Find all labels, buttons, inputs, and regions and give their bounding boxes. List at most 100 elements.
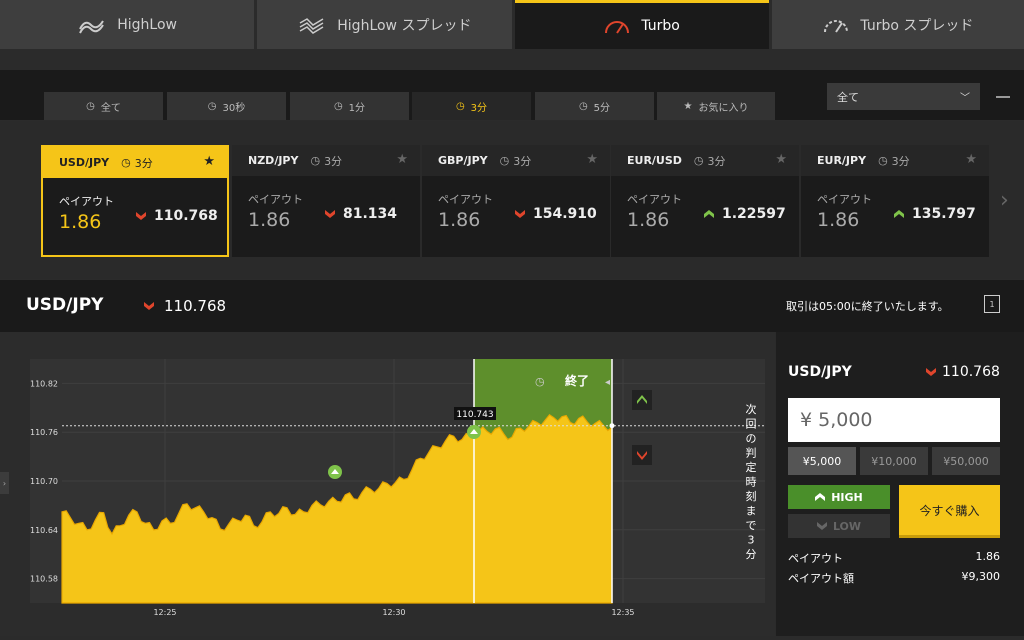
payout-value: 1.86 bbox=[438, 209, 481, 231]
entry-pin-icon bbox=[328, 465, 342, 479]
price-chart: › 110.82 110.76 110.70 110.64 110.58 12:25 12… bbox=[0, 332, 775, 636]
rate-value: 1.22597 bbox=[722, 206, 786, 222]
payout-label: ペイアウト bbox=[627, 193, 682, 206]
symbol-title: USD/JPY bbox=[26, 295, 104, 315]
tab-5m[interactable]: ◷ 5分 bbox=[535, 92, 654, 120]
filter-value: 全て bbox=[837, 90, 859, 104]
amount-5000-button[interactable]: ¥5,000 bbox=[788, 447, 856, 475]
favorite-star-icon[interactable]: ★ bbox=[775, 152, 787, 167]
one-click-icon[interactable]: 1 bbox=[984, 295, 1000, 313]
expand-handle-icon[interactable]: › bbox=[0, 472, 9, 494]
x-tick-label: 12:25 bbox=[153, 608, 176, 617]
payout-value: 1.86 bbox=[59, 211, 102, 233]
favorite-star-icon[interactable]: ★ bbox=[586, 152, 598, 167]
clock-icon: ◷ bbox=[207, 100, 217, 112]
favorite-star-icon[interactable]: ★ bbox=[965, 152, 977, 167]
payout-label: ペイアウト bbox=[248, 193, 303, 206]
tab-highlow-spread[interactable]: HighLow スプレッド bbox=[257, 0, 512, 49]
sub-tab-label: 3分 bbox=[470, 102, 488, 114]
card-symbol: EUR/JPY bbox=[817, 154, 867, 167]
tab-highlow[interactable]: HighLow bbox=[0, 0, 255, 49]
end-label: 終了 bbox=[565, 373, 589, 388]
down-arrow-icon bbox=[136, 212, 146, 220]
tab-label: Turbo bbox=[641, 18, 680, 34]
low-button[interactable]: LOW bbox=[788, 514, 890, 538]
down-arrow-icon bbox=[515, 210, 525, 218]
buy-now-button[interactable]: 今すぐ購入 bbox=[899, 485, 1000, 538]
y-tick-label: 110.58 bbox=[30, 575, 58, 584]
payout-amount-row: ペイアウト額 ¥9,300 bbox=[788, 570, 1000, 586]
up-arrow-icon bbox=[894, 210, 904, 218]
asset-card-gbpjpy[interactable]: GBP/JPY ◷ 3分 ★ ペイアウト 1.86 154.910 bbox=[422, 145, 610, 257]
chevron-left-icon: ◂ bbox=[605, 377, 610, 388]
vertical-char: ま bbox=[746, 505, 757, 518]
card-rate: 135.797 bbox=[894, 206, 976, 222]
tab-turbo-spread[interactable]: Turbo スプレッド bbox=[771, 0, 1024, 49]
amount-10000-button[interactable]: ¥10,000 bbox=[860, 447, 928, 475]
y-tick-label: 110.64 bbox=[30, 526, 58, 535]
vertical-char: 分 bbox=[746, 548, 757, 561]
rate-value: 154.910 bbox=[533, 206, 597, 222]
rate-value: 110.768 bbox=[164, 297, 227, 315]
duration-text: 3分 bbox=[707, 154, 726, 168]
asset-card-nzdjpy[interactable]: NZD/JPY ◷ 3分 ★ ペイアウト 1.86 81.134 bbox=[232, 145, 420, 257]
high-button[interactable]: HIGH bbox=[788, 485, 890, 509]
favorite-star-icon[interactable]: ★ bbox=[396, 152, 408, 167]
favorite-star-icon[interactable]: ★ bbox=[203, 154, 215, 169]
duration-text: 3分 bbox=[513, 154, 532, 168]
tab-30s[interactable]: ◷ 30秒 bbox=[167, 92, 286, 120]
highlow-spread-icon bbox=[299, 17, 324, 34]
clock-icon: ◷ bbox=[86, 100, 95, 112]
current-price-dot bbox=[609, 423, 615, 429]
down-arrow-icon bbox=[325, 210, 335, 218]
payout-label: ペイアウト bbox=[59, 195, 114, 208]
amount-input[interactable]: ¥ 5,000 bbox=[788, 398, 1000, 442]
sub-tab-label: 30秒 bbox=[222, 102, 246, 114]
sub-tab-label: 5分 bbox=[593, 102, 611, 114]
asset-card-usdjpy[interactable]: USD/JPY ◷ 3分 ★ ペイアウト 1.86 110.768 bbox=[41, 145, 229, 257]
card-rate: 1.22597 bbox=[704, 206, 786, 222]
duration-text: 3分 bbox=[324, 154, 343, 168]
card-header: EUR/USD ◷ 3分 ★ bbox=[611, 145, 799, 176]
history-icon: ◷ bbox=[535, 375, 545, 388]
collapse-icon[interactable] bbox=[996, 96, 1010, 98]
tab-favorites[interactable]: ★ お気に入り bbox=[657, 92, 775, 120]
card-rate: 81.134 bbox=[325, 206, 397, 222]
high-marker-icon[interactable] bbox=[632, 390, 652, 410]
rate-value: 110.768 bbox=[942, 364, 1000, 380]
tab-all[interactable]: ◷ 全て bbox=[44, 92, 163, 120]
tab-3m[interactable]: ◷ 3分 bbox=[412, 92, 531, 120]
card-duration: ◷ 3分 bbox=[694, 153, 726, 169]
card-header: NZD/JPY ◷ 3分 ★ bbox=[232, 145, 420, 176]
vertical-char: 刻 bbox=[746, 489, 757, 503]
stat-value: 1.86 bbox=[975, 550, 1001, 563]
vertical-char: 時 bbox=[746, 476, 757, 489]
amount-50000-button[interactable]: ¥50,000 bbox=[932, 447, 1000, 475]
tab-turbo[interactable]: Turbo bbox=[514, 0, 769, 49]
vertical-char: で bbox=[746, 519, 757, 532]
chevron-right-icon[interactable]: › bbox=[1000, 188, 1009, 213]
rate-value: 81.134 bbox=[343, 206, 398, 222]
card-header: EUR/JPY ◷ 3分 ★ bbox=[801, 145, 989, 176]
speedometer-icon bbox=[605, 21, 630, 34]
payout-value: 1.86 bbox=[817, 209, 860, 231]
clock-icon: ◷ bbox=[121, 156, 131, 169]
x-axis-ticks: 12:25 12:30 12:35 bbox=[153, 608, 634, 617]
chevron-down-icon: ﹀ bbox=[960, 93, 970, 104]
low-marker-icon[interactable] bbox=[632, 445, 652, 465]
tab-1m[interactable]: ◷ 1分 bbox=[290, 92, 409, 120]
clock-icon: ◷ bbox=[310, 154, 321, 167]
vertical-char: の bbox=[746, 432, 757, 445]
duration-text: 3分 bbox=[891, 154, 910, 168]
asset-card-eurusd[interactable]: EUR/USD ◷ 3分 ★ ペイアウト 1.86 1.22597 bbox=[611, 145, 799, 257]
tab-label: HighLow bbox=[117, 16, 177, 33]
clock-icon: ◷ bbox=[333, 100, 343, 112]
y-tick-label: 110.82 bbox=[30, 379, 58, 388]
x-tick-label: 12:30 bbox=[382, 608, 405, 617]
filter-select[interactable]: 全て ﹀ bbox=[827, 83, 980, 110]
payout-row: ペイアウト 1.86 bbox=[788, 550, 1000, 566]
rate-value: 110.768 bbox=[154, 208, 218, 224]
asset-card-eurjpy[interactable]: EUR/JPY ◷ 3分 ★ ペイアウト 1.86 135.797 bbox=[801, 145, 989, 257]
stat-value: ¥9,300 bbox=[961, 570, 1001, 583]
clock-icon: ◷ bbox=[455, 100, 465, 112]
